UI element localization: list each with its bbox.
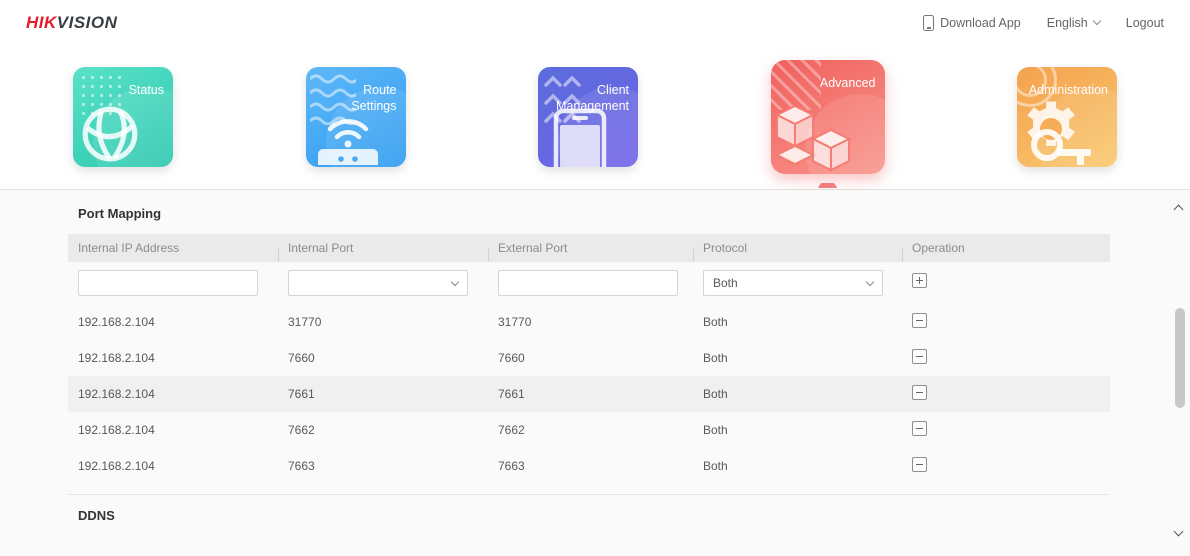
tab-advanced[interactable]: Advanced [770, 60, 885, 174]
rings-pattern [1017, 67, 1057, 107]
column-header-operation: Operation [902, 241, 1110, 262]
globe-icon [82, 106, 138, 162]
table-row: 192.168.2.104 31770 31770 Both [68, 304, 1110, 340]
cell-protocol: Both [703, 351, 728, 365]
add-entry-row: Both [68, 262, 1110, 304]
nav-tile-advanced-wrap: Advanced [770, 60, 885, 194]
tab-status[interactable]: Status [73, 67, 173, 167]
internal-port-select[interactable] [288, 270, 468, 296]
port-mapping-table: Internal IP Address Internal Port Extern… [68, 234, 1110, 484]
internal-ip-input[interactable] [78, 270, 258, 296]
download-app-link[interactable]: Download App [923, 14, 1021, 31]
stripes-pattern [770, 60, 821, 110]
remove-mapping-button[interactable] [912, 385, 927, 400]
add-mapping-button[interactable] [912, 273, 927, 288]
protocol-select[interactable]: Both [703, 270, 883, 296]
cell-external-port: 31770 [498, 315, 532, 329]
port-mapping-title: Port Mapping [78, 206, 162, 221]
cell-external-port: 7662 [498, 423, 525, 437]
cell-internal-port: 31770 [288, 315, 322, 329]
chevron-down-icon [1092, 16, 1102, 26]
logout-label: Logout [1125, 15, 1164, 30]
nav-tile-route-settings-wrap: Route Settings [305, 67, 406, 167]
tab-route-settings[interactable]: Route Settings [305, 67, 406, 167]
tile-label: Administration [1028, 83, 1108, 97]
advanced-settings-panel: Port Mapping Internal IP Address Interna… [0, 190, 1190, 556]
remove-mapping-button[interactable] [912, 457, 927, 472]
logout-link[interactable]: Logout [1126, 16, 1164, 30]
cell-internal-ip: 192.168.2.104 [78, 387, 155, 401]
cell-external-port: 7661 [498, 387, 525, 401]
topbar-links: Download App English Logout [923, 14, 1164, 31]
cell-internal-port: 7661 [288, 387, 315, 401]
remove-mapping-button[interactable] [912, 349, 927, 364]
tile-label: Route Settings [351, 83, 397, 113]
logo-vision: VISION [56, 12, 118, 32]
language-dropdown[interactable]: English [1046, 15, 1102, 30]
chevron-down-icon [450, 277, 460, 287]
ddns-title: DDNS [78, 508, 115, 523]
tile-label: Status [128, 83, 164, 97]
remove-mapping-button[interactable] [912, 313, 927, 328]
tab-client-management[interactable]: Client Management [538, 67, 638, 167]
scroll-down-button[interactable] [1173, 522, 1184, 540]
top-bar: HIKVISION Download App English Logout [0, 0, 1190, 45]
remove-mapping-button[interactable] [912, 421, 927, 436]
logo-hik: HIK [26, 12, 57, 32]
cell-internal-ip: 192.168.2.104 [78, 315, 155, 329]
cell-internal-port: 7663 [288, 459, 315, 473]
tile-label: Advanced [819, 76, 876, 90]
smartphone-icon [553, 108, 607, 167]
table-row: 192.168.2.104 7660 7660 Both [68, 340, 1110, 376]
smartphone-icon [923, 14, 935, 31]
hikvision-logo[interactable]: HIKVISION [26, 13, 117, 33]
cell-protocol: Both [703, 387, 728, 401]
nav-tile-status-wrap: Status [73, 67, 173, 167]
column-header-internal-port: Internal Port [278, 241, 488, 262]
chevron-up-icon [1173, 204, 1184, 215]
tab-administration[interactable]: Administration [1017, 67, 1117, 167]
chevron-down-icon [1173, 526, 1184, 537]
cell-protocol: Both [703, 459, 728, 473]
scrollbar-thumb[interactable] [1175, 308, 1185, 408]
cubes-icon [774, 104, 851, 172]
main-nav: Status [0, 45, 1190, 194]
cell-internal-port: 7660 [288, 351, 315, 365]
cell-internal-ip: 192.168.2.104 [78, 459, 155, 473]
cell-external-port: 7660 [498, 351, 525, 365]
cell-protocol: Both [703, 315, 728, 329]
table-row: 192.168.2.104 7663 7663 Both [68, 448, 1110, 484]
cell-internal-ip: 192.168.2.104 [78, 423, 155, 437]
tile-label: Client Management [556, 83, 629, 113]
gear-key-icon [1027, 101, 1091, 165]
protocol-select-value: Both [713, 276, 738, 290]
external-port-input[interactable] [498, 270, 678, 296]
nav-tile-client-management-wrap: Client Management [538, 67, 638, 167]
table-row: 192.168.2.104 7662 7662 Both [68, 412, 1110, 448]
column-header-protocol: Protocol [693, 241, 902, 262]
download-app-label: Download App [940, 15, 1021, 30]
cell-protocol: Both [703, 423, 728, 437]
cell-internal-ip: 192.168.2.104 [78, 351, 155, 365]
section-divider [68, 494, 1110, 495]
column-header-internal-ip: Internal IP Address [78, 241, 180, 255]
table-header-row: Internal IP Address Internal Port Extern… [68, 234, 1110, 262]
table-row: 192.168.2.104 7661 7661 Both [68, 376, 1110, 412]
language-label: English [1046, 15, 1088, 30]
column-header-external-port: External Port [488, 241, 693, 262]
cell-internal-port: 7662 [288, 423, 315, 437]
cell-external-port: 7663 [498, 459, 525, 473]
wifi-router-icon [317, 119, 378, 165]
nav-tile-administration-wrap: Administration [1017, 67, 1117, 167]
scroll-up-button[interactable] [1173, 200, 1184, 218]
chevron-down-icon [865, 277, 875, 287]
